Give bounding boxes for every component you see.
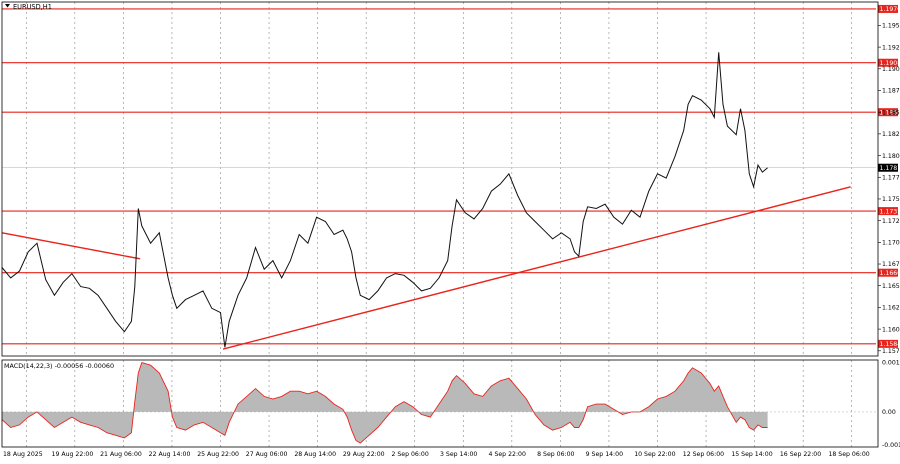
x-tick-label: 27 Aug 06:00 (246, 451, 288, 458)
y-tick-label: 1.1626 (882, 305, 900, 312)
x-tick-label: 8 Sep 06:00 (537, 451, 574, 458)
x-tick-label: 12 Sep 06:00 (683, 451, 724, 458)
macd-tick-label: -0.00126 (882, 442, 900, 449)
x-tick-label: 15 Sep 14:00 (731, 451, 772, 458)
macd-plot: MACD(14,22,3) -0.00056 -0.00060 (2, 362, 876, 443)
trendline-descending (2, 233, 140, 259)
y-tick-label: 1.1676 (882, 261, 900, 268)
y-tick-label: 1.1726 (882, 218, 900, 225)
chart-frame (2, 2, 878, 447)
x-tick-label: 22 Aug 14:00 (149, 451, 191, 458)
x-tick-label: 2 Sep 06:00 (391, 451, 428, 458)
macd-tick-label: 0.00192 (882, 359, 900, 366)
x-tick-label: 10 Sep 22:00 (634, 451, 675, 458)
x-tick-label: 19 Aug 22:00 (52, 451, 94, 458)
y-tick-label: 1.1576 (882, 348, 900, 355)
y-tick-label: 1.1876 (882, 88, 900, 95)
level-label: 1.1970 (880, 6, 900, 13)
level-label: 1.1737 (880, 208, 900, 215)
x-tick-label: 29 Aug 22:00 (343, 451, 385, 458)
level-label: 1.1666 (880, 270, 900, 277)
current-price-label: 1.1787 (880, 165, 900, 172)
chart-title: EURUSD,H1 (13, 3, 52, 11)
macd-tick-label: 0.00 (882, 409, 896, 416)
y-tick-label: 1.1826 (882, 131, 900, 138)
y-tick-label: 1.1776 (882, 174, 900, 181)
macd-label: MACD(14,22,3) -0.00056 -0.00060 (4, 362, 114, 370)
dropdown-triangle-icon (5, 4, 10, 8)
x-tick-label: 4 Sep 22:00 (489, 451, 526, 458)
price-plot (2, 52, 768, 347)
x-tick-label: 28 Aug 14:00 (294, 451, 336, 458)
x-tick-label: 18 Aug 2025 (3, 451, 43, 458)
horizontal-levels: 1.19701.19081.18511.17371.16661.15841.17… (2, 5, 900, 348)
x-tick-label: 18 Sep 06:00 (828, 451, 869, 458)
price-line (2, 52, 768, 347)
x-tick-label: 3 Sep 14:00 (440, 451, 477, 458)
x-tick-label: 21 Aug 06:00 (100, 451, 142, 458)
y-tick-label: 1.1926 (882, 44, 900, 51)
x-tick-label: 9 Sep 14:00 (586, 451, 623, 458)
y-tick-label: 1.1851 (882, 109, 900, 116)
x-tick-label: 25 Aug 22:00 (197, 451, 239, 458)
x-tick-label: 16 Sep 22:00 (780, 451, 821, 458)
